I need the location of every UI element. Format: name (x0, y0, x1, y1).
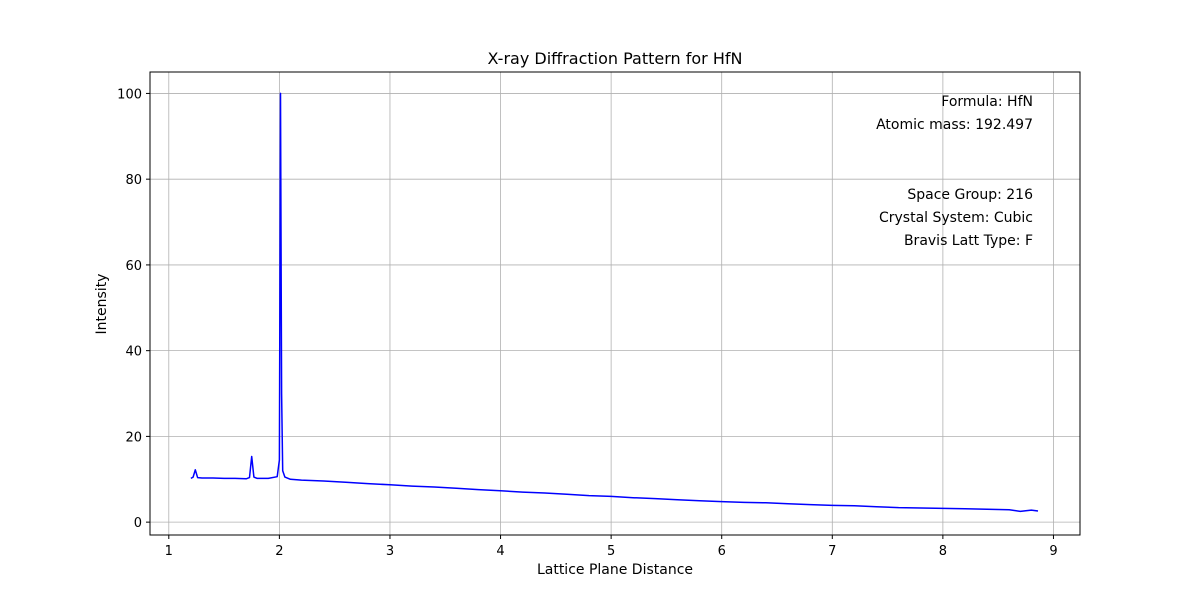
x-tick-label: 8 (939, 544, 947, 559)
x-tick-label: 2 (275, 544, 283, 559)
x-tick-label: 9 (1049, 544, 1057, 559)
y-tick-label: 100 (117, 87, 142, 102)
series-line (190, 92, 1039, 513)
x-tick-label: 7 (828, 544, 836, 559)
x-tick-label: 5 (607, 544, 615, 559)
y-tick-label: 0 (134, 516, 142, 531)
annotation-crystal-system: Crystal System: Cubic (879, 210, 1033, 226)
annotation-bravais-type: Bravis Latt Type: F (904, 233, 1033, 249)
y-axis-ticks: 0 20 40 60 80 100 (117, 87, 150, 531)
x-tick-label: 3 (386, 544, 394, 559)
series-layer (190, 92, 1039, 513)
x-axis-ticks: 1 2 3 4 5 6 7 8 9 (165, 535, 1058, 559)
y-axis-label: Intensity (94, 274, 110, 335)
annotation-formula: Formula: HfN (941, 94, 1033, 110)
annotation-atomic-mass: Atomic mass: 192.497 (876, 117, 1033, 133)
x-tick-label: 1 (165, 544, 173, 559)
annotation-space-group: Space Group: 216 (907, 187, 1033, 203)
y-tick-label: 60 (125, 259, 142, 274)
y-tick-label: 20 (125, 430, 142, 445)
axes-frame (149, 71, 1081, 536)
x-tick-label: 6 (718, 544, 726, 559)
x-axis-label: Lattice Plane Distance (537, 562, 693, 578)
y-tick-label: 40 (125, 345, 142, 360)
chart-title: X-ray Diffraction Pattern for HfN (488, 49, 743, 68)
y-tick-label: 80 (125, 173, 142, 188)
info-annotations: Formula: HfN Atomic mass: 192.497 Space … (876, 94, 1033, 249)
x-tick-label: 4 (496, 544, 504, 559)
grid-lines (150, 72, 1080, 535)
